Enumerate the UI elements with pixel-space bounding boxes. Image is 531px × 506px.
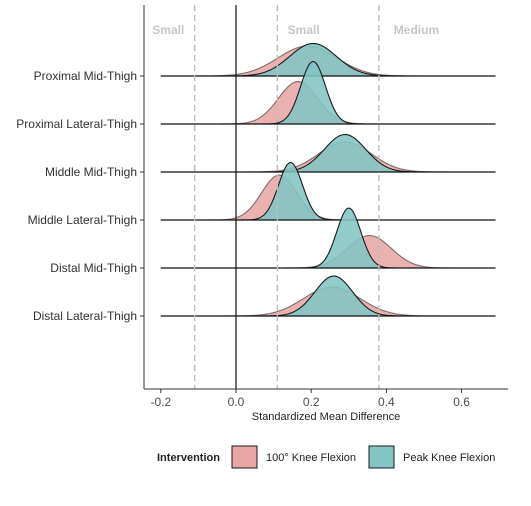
row-label-distal-lateral-thigh: Distal Lateral-Thigh (33, 309, 137, 323)
axes: -0.2 0.0 0.2 0.4 0.6 Standardized Mean Differ… (140, 5, 508, 423)
band-label-medium-2: Medium (394, 23, 439, 37)
ridge-row-middle-mid-thigh (160, 133, 496, 173)
row-label-proximal-lateral-thigh: Proximal Lateral-Thigh (16, 117, 137, 131)
row-label-middle-lateral-thigh: Middle Lateral-Thigh (28, 213, 137, 227)
effect-size-bands: Small Small Medium (152, 23, 439, 37)
density-peak-knee-flexion-middle-mid-thigh (160, 134, 496, 172)
legend-swatch-100-knee-flexion (231, 445, 258, 469)
ridgeline-densities (160, 42, 496, 317)
ridge-row-proximal-lateral-thigh (160, 60, 496, 125)
ridge-row-distal-mid-thigh (160, 207, 496, 269)
band-label-small-0: Small (152, 23, 184, 37)
density-peak-knee-flexion-distal-mid-thigh (160, 208, 496, 268)
reference-lines (193, 5, 380, 389)
density-peak-knee-flexion-proximal-mid-thigh (160, 43, 496, 76)
row-label-middle-mid-thigh: Middle Mid-Thigh (45, 165, 137, 179)
density-peak-knee-flexion-proximal-lateral-thigh (160, 61, 496, 124)
x-tick-label-2: 0.2 (303, 395, 320, 409)
ridge-row-middle-lateral-thigh (160, 161, 496, 221)
legend-label-peak-knee-flexion: Peak Knee Flexion (403, 452, 495, 464)
legend-label-100-knee-flexion: 100° Knee Flexion (266, 452, 356, 464)
legend-title: Intervention (157, 452, 220, 464)
ridge-row-distal-lateral-thigh (160, 275, 496, 317)
legend-swatch-peak-knee-flexion (368, 445, 395, 469)
row-label-proximal-mid-thigh: Proximal Mid-Thigh (34, 69, 137, 83)
legend: Intervention 100° Knee Flexion Peak Knee F… (157, 445, 495, 469)
x-tick-label-4: 0.6 (453, 395, 470, 409)
band-label-small-1: Small (288, 23, 320, 37)
row-labels: Proximal Mid-Thigh Proximal Lateral-Thigh… (16, 69, 137, 323)
x-tick-label-1: 0.0 (228, 395, 245, 409)
x-tick-label-3: 0.4 (378, 395, 395, 409)
density-outline-100-knee-flexion-middle-lateral-thigh (160, 174, 496, 221)
density-peak-knee-flexion-distal-lateral-thigh (160, 276, 496, 316)
x-axis-title: Standardized Mean Difference (252, 411, 400, 423)
density-100-knee-flexion-middle-lateral-thigh (160, 175, 496, 220)
ridge-row-proximal-mid-thigh (160, 42, 496, 77)
x-tick-label-0: -0.2 (150, 395, 171, 409)
row-label-distal-mid-thigh: Distal Mid-Thigh (50, 261, 137, 275)
